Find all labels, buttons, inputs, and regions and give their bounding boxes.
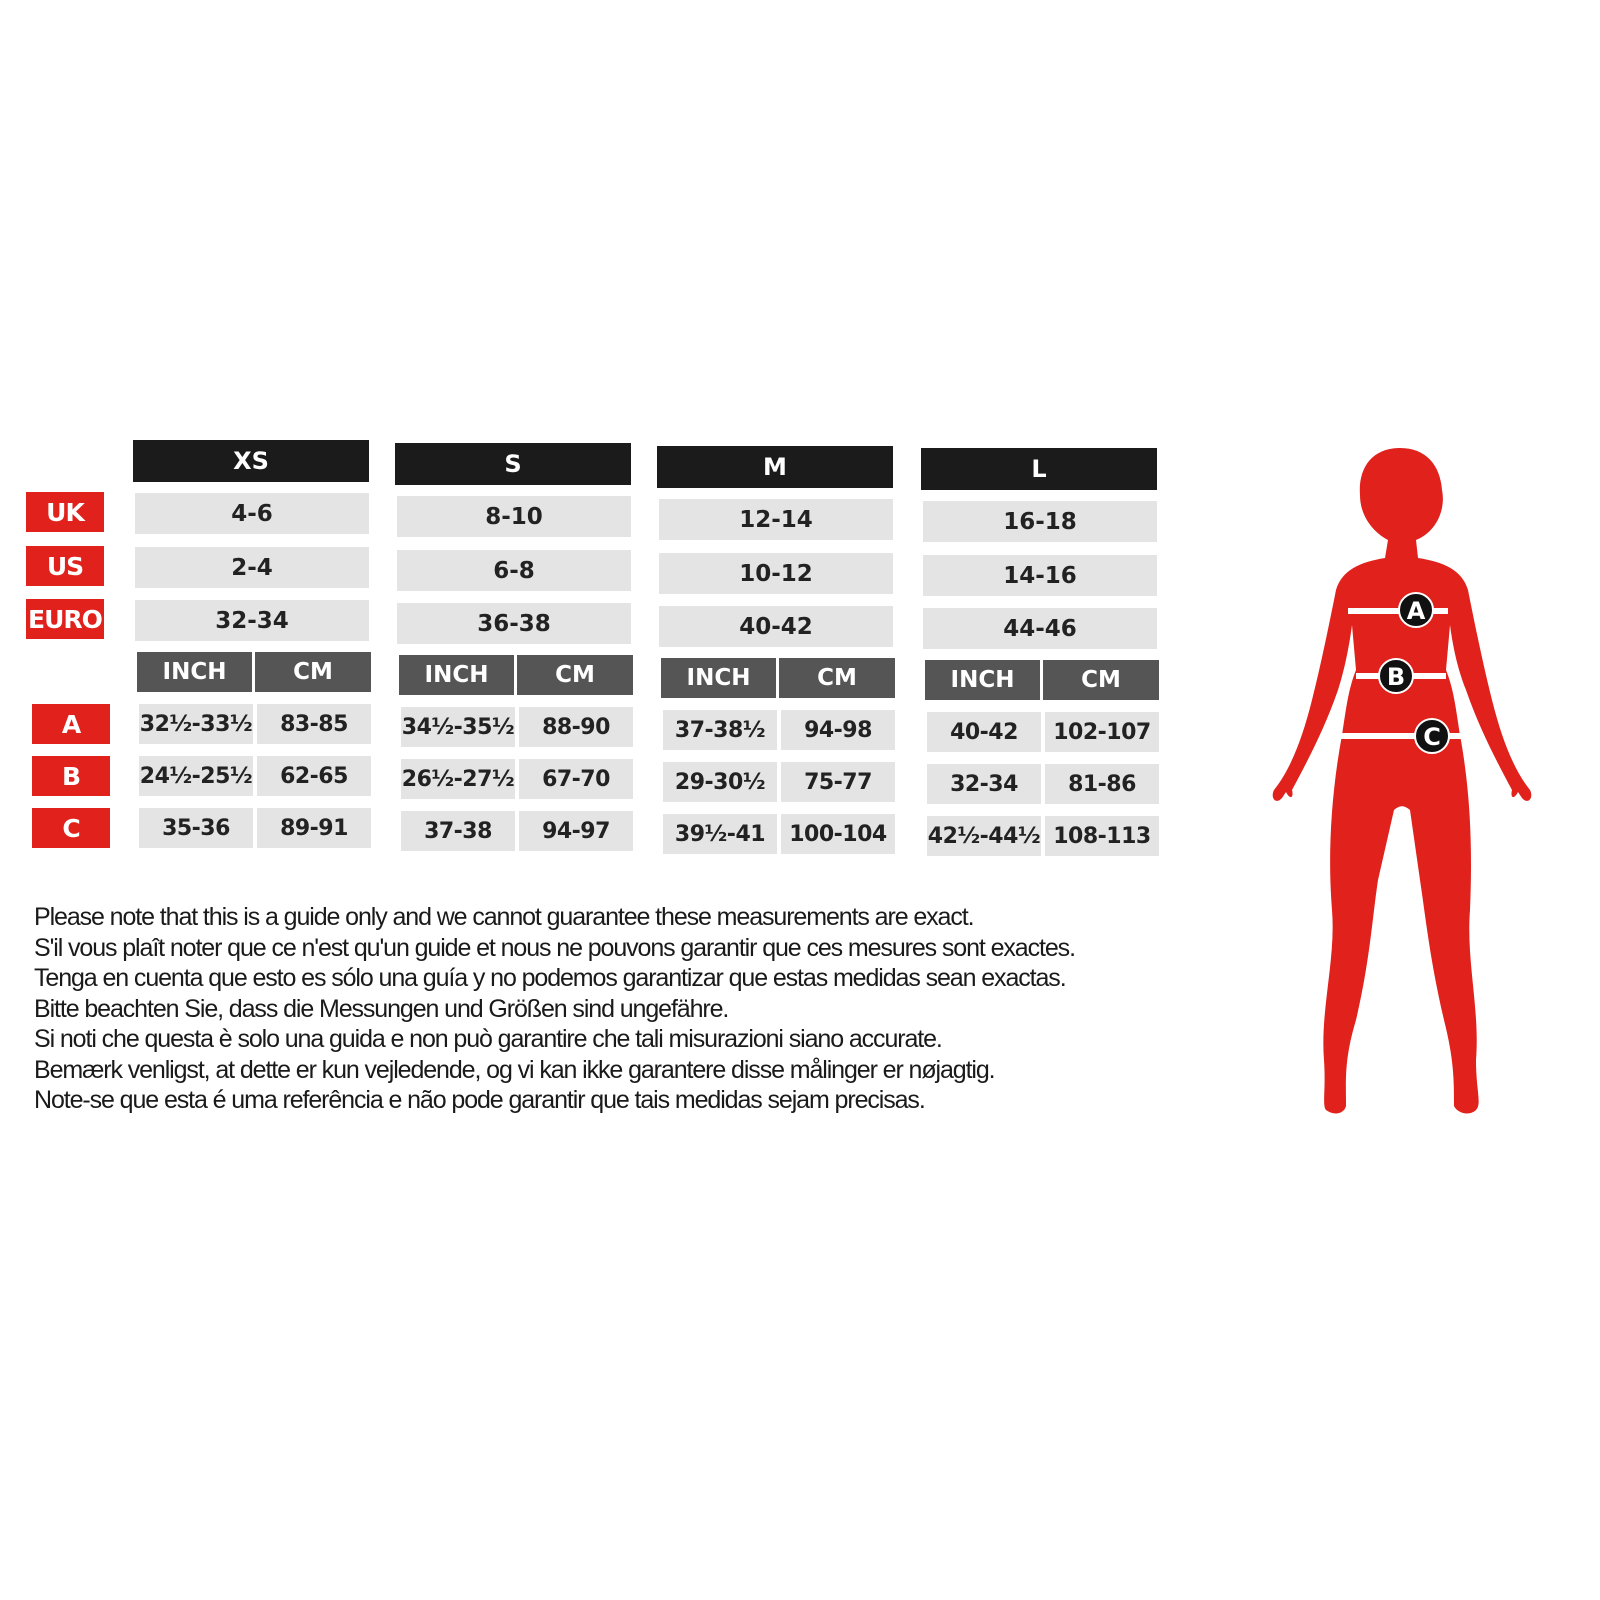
uk-size: 4-6: [135, 493, 369, 534]
inch-header: INCH: [137, 652, 252, 692]
us-size: 10-12: [659, 553, 893, 594]
a-inch: 34½-35½: [401, 707, 515, 747]
c-inch: 42½-44½: [927, 816, 1041, 856]
size-header: M: [657, 446, 893, 488]
row-label-uk: UK: [26, 492, 104, 532]
row-label-us: US: [26, 546, 104, 586]
note-it: Si noti che questa è solo una guida e no…: [34, 1025, 943, 1053]
a-inch: 32½-33½: [139, 704, 253, 744]
c-inch: 35-36: [139, 808, 253, 848]
cm-header: CM: [779, 658, 895, 698]
a-cm: 102-107: [1045, 712, 1159, 752]
b-cm: 81-86: [1045, 764, 1159, 804]
cm-header: CM: [1043, 660, 1159, 700]
size-header: XS: [133, 440, 369, 482]
cm-header: CM: [255, 652, 371, 692]
marker-c: C: [1414, 718, 1450, 754]
b-inch: 32-34: [927, 764, 1041, 804]
c-cm: 100-104: [781, 814, 895, 854]
c-cm: 108-113: [1045, 816, 1159, 856]
euro-size: 40-42: [659, 606, 893, 647]
note-en: Please note that this is a guide only an…: [34, 903, 975, 931]
euro-size: 36-38: [397, 603, 631, 644]
marker-a: A: [1398, 592, 1434, 628]
row-label-b: B: [32, 756, 110, 796]
b-cm: 67-70: [519, 759, 633, 799]
c-inch: 39½-41: [663, 814, 777, 854]
c-inch: 37-38: [401, 811, 515, 851]
cm-header: CM: [517, 655, 633, 695]
row-label-c: C: [32, 808, 110, 848]
b-inch: 24½-25½: [139, 756, 253, 796]
b-inch: 26½-27½: [401, 759, 515, 799]
note-fr: S'il vous plaît noter que ce n'est qu'un…: [34, 933, 1076, 962]
note-pt: Note-se que esta é uma referência e não …: [34, 1086, 926, 1114]
uk-size: 16-18: [923, 501, 1157, 542]
us-size: 2-4: [135, 547, 369, 588]
inch-header: INCH: [661, 658, 776, 698]
inch-header: INCH: [925, 660, 1040, 700]
svg-text:A: A: [1407, 597, 1426, 625]
inch-header: INCH: [399, 655, 514, 695]
c-cm: 94-97: [519, 811, 633, 851]
svg-text:C: C: [1423, 723, 1441, 751]
disclaimer-notes: Please note that this is a guide only an…: [34, 902, 1076, 1116]
note-es: Tenga en cuenta que esto es sólo una guí…: [34, 964, 1067, 992]
a-inch: 40-42: [927, 712, 1041, 752]
uk-size: 8-10: [397, 496, 631, 537]
size-header: L: [921, 448, 1157, 490]
a-cm: 88-90: [519, 707, 633, 747]
a-cm: 83-85: [257, 704, 371, 744]
size-header: S: [395, 443, 631, 485]
b-cm: 62-65: [257, 756, 371, 796]
euro-size: 32-34: [135, 600, 369, 641]
c-cm: 89-91: [257, 808, 371, 848]
b-inch: 29-30½: [663, 762, 777, 802]
us-size: 6-8: [397, 550, 631, 591]
b-cm: 75-77: [781, 762, 895, 802]
us-size: 14-16: [923, 555, 1157, 596]
row-label-a: A: [32, 704, 110, 744]
marker-b: B: [1378, 658, 1414, 694]
euro-size: 44-46: [923, 608, 1157, 649]
svg-text:B: B: [1387, 663, 1405, 691]
note-de: Bitte beachten Sie, dass die Messungen u…: [34, 994, 729, 1023]
uk-size: 12-14: [659, 499, 893, 540]
a-cm: 94-98: [781, 710, 895, 750]
a-inch: 37-38½: [663, 710, 777, 750]
row-label-euro: EURO: [26, 599, 104, 639]
note-da: Bemærk venligst, at dette er kun vejlede…: [34, 1055, 996, 1084]
body-silhouette: A B C: [1272, 448, 1532, 1114]
